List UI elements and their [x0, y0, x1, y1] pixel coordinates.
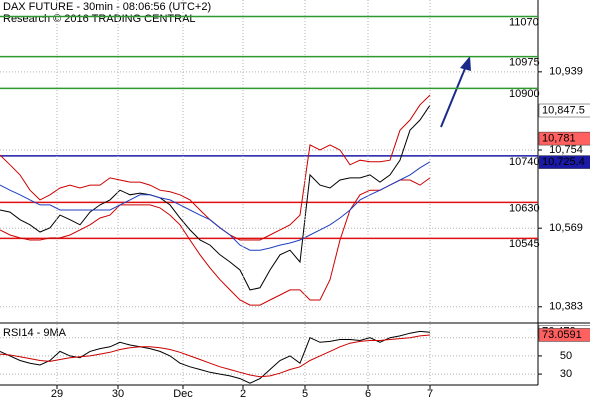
price-marker — [538, 103, 590, 118]
series-line — [0, 161, 431, 251]
arrow-head — [460, 56, 471, 71]
x-tick-label: 29 — [51, 388, 63, 400]
level-label: 10630 — [509, 202, 540, 214]
panel-title: RSI14 - 9MA — [3, 327, 67, 339]
level-label: 10975 — [509, 57, 540, 69]
y-tick-label: 10,939 — [549, 66, 583, 78]
y-tick-label: 10,383 — [549, 301, 583, 313]
price-marker — [538, 131, 590, 146]
price-marker — [538, 155, 590, 169]
price-marker-label: 10,847.5 — [542, 104, 585, 116]
series-line — [0, 104, 431, 291]
y-tick-label: 30 — [560, 368, 572, 380]
price-marker — [538, 328, 590, 342]
price-marker-label: 10,725.4 — [542, 156, 585, 168]
x-tick-label: 30 — [112, 388, 124, 400]
chart-title: DAX FUTURE - 30min - 08:06:56 (UTC+2) — [3, 1, 211, 13]
y-tick-label: 10,569 — [549, 222, 583, 234]
price-marker-label: 10,781 — [542, 133, 576, 145]
arrow-shaft — [440, 65, 467, 128]
price-marker-label: 73.0591 — [542, 329, 582, 341]
level-label: 10545 — [509, 238, 540, 250]
y-tick-label: 10,754 — [549, 144, 583, 156]
x-tick-label: Dec — [173, 388, 193, 400]
chart-subtitle: Research © 2016 TRADING CENTRAL — [3, 13, 196, 25]
x-tick-label: 6 — [365, 388, 371, 400]
level-label: 11070 — [509, 16, 539, 28]
y-tick-label: 50 — [560, 350, 572, 362]
x-tick-label: 7 — [427, 388, 433, 400]
level-label: 10900 — [509, 88, 540, 100]
trend-arrow — [440, 56, 471, 128]
series-line — [0, 330, 431, 384]
series-line — [0, 334, 431, 378]
series-line — [0, 177, 431, 306]
x-tick-label: 5 — [302, 388, 308, 400]
x-tick-label: 2 — [240, 388, 246, 400]
level-label: 10740 — [509, 156, 540, 168]
